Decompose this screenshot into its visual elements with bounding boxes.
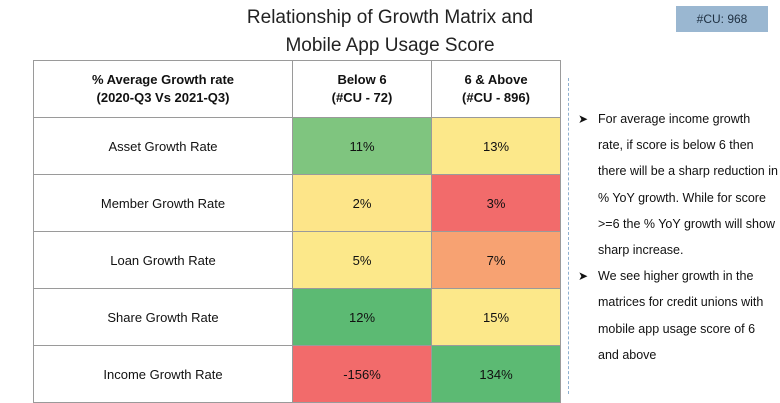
row-label: Income Growth Rate: [33, 345, 293, 403]
table-row: Income Growth Rate -156% 134%: [33, 345, 561, 403]
row-label: Share Growth Rate: [33, 288, 293, 346]
row-label: Loan Growth Rate: [33, 231, 293, 289]
table-row: Asset Growth Rate 11% 13%: [33, 117, 561, 175]
table-header-row: % Average Growth rate (2020-Q3 Vs 2021-Q…: [33, 60, 561, 118]
growth-matrix-table: % Average Growth rate (2020-Q3 Vs 2021-Q…: [33, 60, 561, 403]
row-label: Asset Growth Rate: [33, 117, 293, 175]
table-row: Share Growth Rate 12% 15%: [33, 288, 561, 346]
slide-title-line-2: Mobile App Usage Score: [285, 35, 495, 56]
cell-6-and-above: 7%: [431, 231, 561, 289]
table-row: Loan Growth Rate 5% 7%: [33, 231, 561, 289]
dashed-divider: [568, 78, 569, 394]
insight-note-text: For average income growth rate, if score…: [598, 112, 778, 258]
insight-note-text: We see higher growth in the matrices for…: [598, 269, 764, 362]
slide-title-line-1: Relationship of Growth Matrix and: [246, 7, 534, 28]
cell-6-and-above: 134%: [431, 345, 561, 403]
arrowhead-bullet-icon: ➤: [578, 269, 589, 284]
header-6-and-above-line-2: (#CU - 896): [462, 90, 530, 105]
cell-6-and-above: 3%: [431, 174, 561, 232]
cu-count-badge: #CU: 968: [676, 6, 768, 32]
header-6-and-above: 6 & Above (#CU - 896): [431, 60, 561, 118]
cell-below-6: 12%: [292, 288, 432, 346]
insight-note: ➤ For average income growth rate, if sco…: [578, 106, 778, 263]
header-metric-line-1: % Average Growth rate: [91, 72, 235, 87]
slide-title: Relationship of Growth Matrix and Mobile…: [190, 4, 590, 60]
cell-below-6: 2%: [292, 174, 432, 232]
cell-below-6: 11%: [292, 117, 432, 175]
header-below-6-line-2: (#CU - 72): [331, 90, 393, 105]
header-below-6-line-1: Below 6: [337, 72, 387, 87]
cell-below-6: 5%: [292, 231, 432, 289]
header-metric: % Average Growth rate (2020-Q3 Vs 2021-Q…: [33, 60, 293, 118]
table-row: Member Growth Rate 2% 3%: [33, 174, 561, 232]
header-below-6: Below 6 (#CU - 72): [292, 60, 432, 118]
insight-note: ➤ We see higher growth in the matrices f…: [578, 263, 778, 368]
cell-6-and-above: 15%: [431, 288, 561, 346]
row-label: Member Growth Rate: [33, 174, 293, 232]
arrowhead-bullet-icon: ➤: [578, 112, 589, 126]
insight-notes: ➤ For average income growth rate, if sco…: [578, 106, 778, 368]
header-metric-line-2: (2020-Q3 Vs 2021-Q3): [96, 90, 230, 105]
header-6-and-above-line-1: 6 & Above: [464, 72, 528, 87]
cell-below-6: -156%: [292, 345, 432, 403]
cell-6-and-above: 13%: [431, 117, 561, 175]
